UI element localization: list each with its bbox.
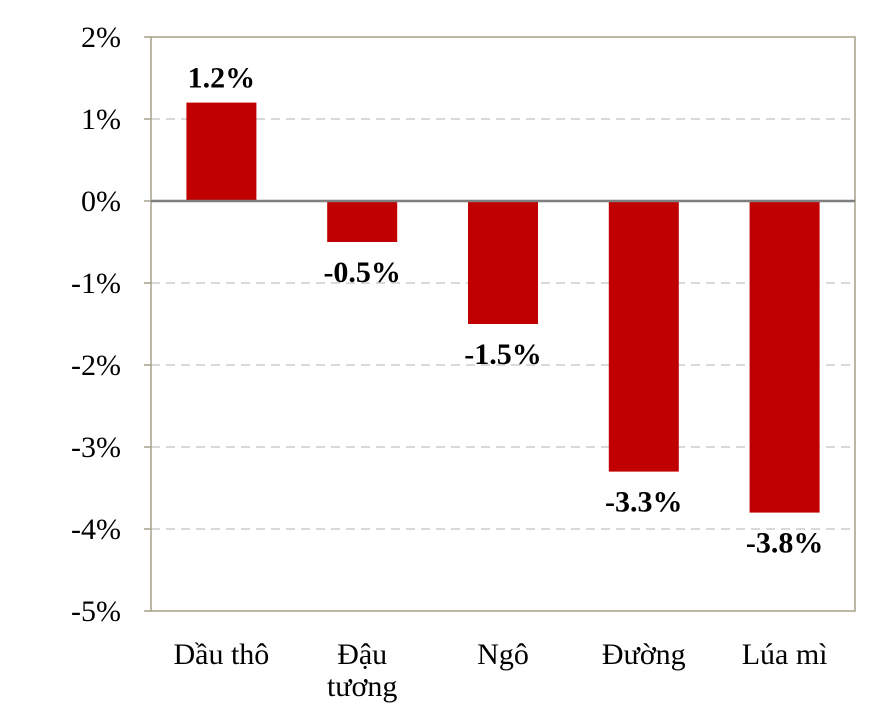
y-tick-label: -4% [71, 513, 121, 546]
data-label: -0.5% [323, 256, 401, 289]
y-tick-label: -3% [71, 431, 121, 464]
data-label: 1.2% [188, 62, 256, 95]
bar [749, 201, 820, 513]
bar [327, 201, 398, 242]
x-category-label: Lúa mì [742, 638, 828, 671]
axes [144, 36, 856, 612]
y-tick-label: -5% [71, 595, 121, 628]
y-tick-label: -2% [71, 349, 121, 382]
data-labels: 1.2% -0.5% -1.5% -3.3% -3.8% [188, 62, 824, 560]
data-label: -3.8% [746, 527, 824, 560]
bar [468, 201, 538, 324]
y-tick-labels: 2% 1% 0% -1% -2% -3% -4% -5% [71, 21, 121, 628]
y-tick-label: 2% [81, 21, 121, 54]
x-category-label: Đậu [337, 638, 387, 671]
y-tick-label: 0% [81, 185, 121, 218]
y-tick-label: -1% [71, 267, 121, 300]
bar [186, 102, 257, 201]
plot-border [150, 36, 856, 612]
x-category-label: Dầu thô [173, 638, 269, 671]
x-category-label: Ngô [477, 638, 529, 671]
data-label: -3.3% [605, 486, 683, 519]
y-tick-label: 1% [81, 103, 121, 136]
data-label: -1.5% [464, 338, 542, 371]
bar [608, 201, 679, 472]
x-category-label: Đường [602, 638, 686, 671]
bars [186, 102, 820, 513]
x-category-label: tương [327, 670, 397, 703]
